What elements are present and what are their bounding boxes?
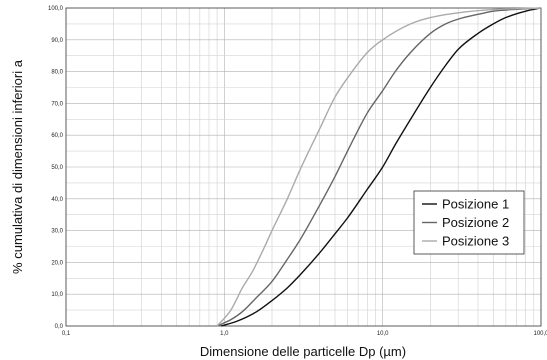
x-tick-label: 1,0 bbox=[220, 331, 229, 337]
y-tick-label: 100,0 bbox=[48, 6, 64, 12]
x-axis-label: Dimensione delle particelle Dp (µm) bbox=[200, 344, 406, 359]
y-axis-label: % cumulativa di dimensioni inferiori a bbox=[10, 59, 25, 274]
legend-label-3: Posizione 3 bbox=[442, 234, 509, 249]
plot-frame bbox=[65, 7, 542, 327]
series-lines bbox=[216, 7, 542, 327]
series-line-3 bbox=[216, 7, 542, 327]
x-tick-label: 10,0 bbox=[377, 331, 389, 337]
y-tick-label: 50,0 bbox=[51, 165, 63, 171]
y-tick-label: 40,0 bbox=[51, 197, 63, 203]
y-tick-label: 80,0 bbox=[51, 70, 63, 76]
legend-label-2: Posizione 2 bbox=[442, 215, 509, 230]
x-tick-labels: 0,1 1,0 10,0 100,0 bbox=[62, 331, 547, 337]
legend-label-1: Posizione 1 bbox=[442, 197, 509, 212]
y-tick-label: 30,0 bbox=[51, 229, 63, 235]
series-line-2 bbox=[216, 7, 542, 327]
x-tick-label: 100,0 bbox=[533, 331, 547, 337]
y-tick-label: 0,0 bbox=[55, 324, 64, 330]
grid bbox=[66, 8, 541, 326]
y-tick-label: 70,0 bbox=[51, 101, 63, 107]
y-tick-label: 60,0 bbox=[51, 133, 63, 139]
y-tick-label: 20,0 bbox=[51, 260, 63, 266]
legend: Posizione 1 Posizione 2 Posizione 3 bbox=[413, 190, 525, 255]
y-tick-label: 10,0 bbox=[51, 292, 63, 298]
y-tick-label: 90,0 bbox=[51, 38, 63, 44]
y-tick-labels: 0,0 10,0 20,0 30,0 40,0 50,0 60,0 70,0 80,0 90,0 1… bbox=[48, 6, 64, 330]
series-line-1 bbox=[220, 7, 542, 327]
x-tick-label: 0,1 bbox=[62, 331, 71, 337]
